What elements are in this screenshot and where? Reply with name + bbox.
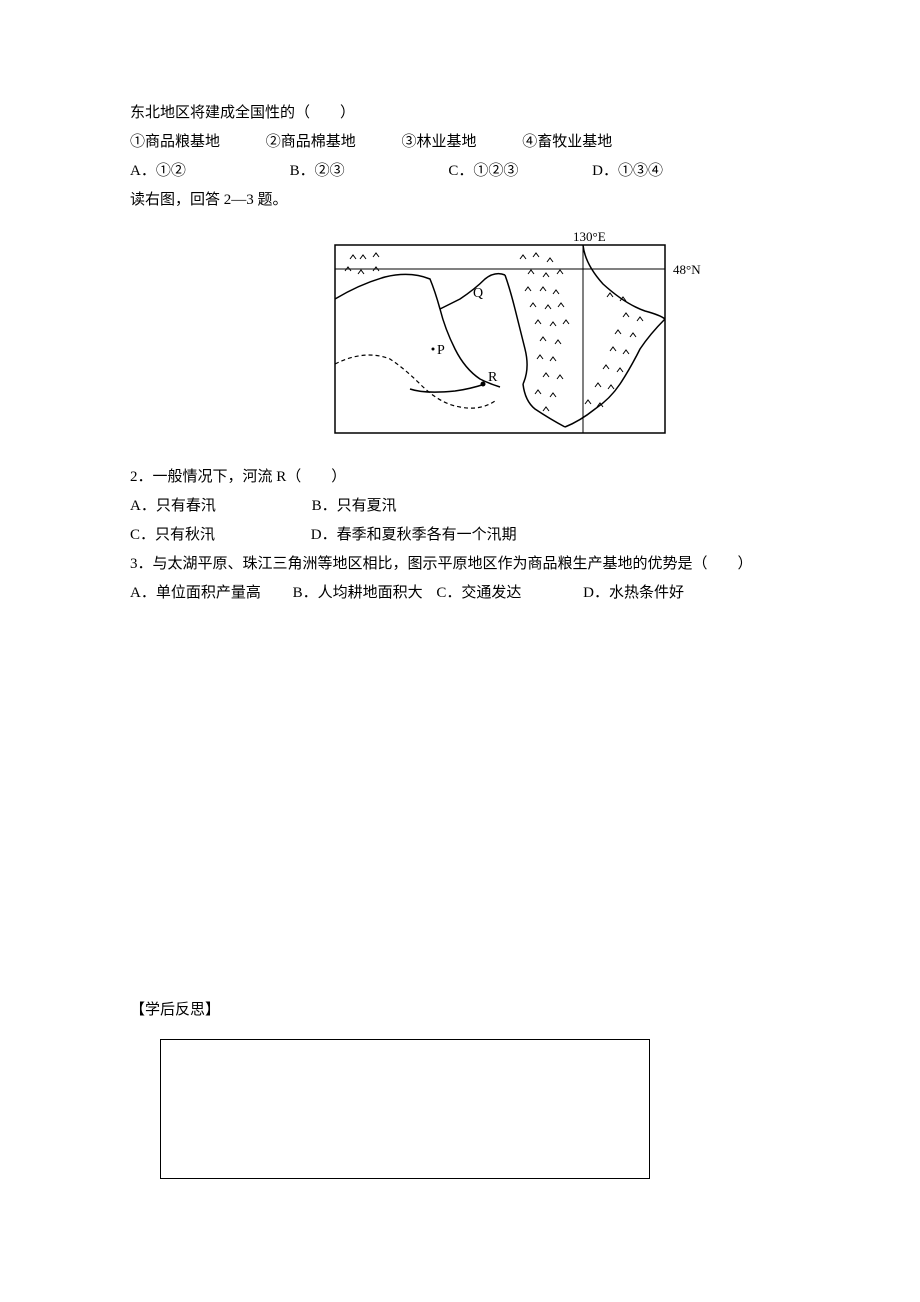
q2-choices-row1: A．只有春汛 B．只有夏汛 xyxy=(130,493,800,520)
q-label: Q xyxy=(473,286,483,301)
map-instruction: 读右图，回答 2—3 题。 xyxy=(130,187,800,214)
q2-choices-row2: C．只有秋汛 D．春季和夏秋季各有一个汛期 xyxy=(130,522,800,549)
reflection-title: 【学后反思】 xyxy=(130,997,800,1024)
q2-choice-d: D．春季和夏秋季各有一个汛期 xyxy=(311,522,517,549)
q1-subopt-4: ④畜牧业基地 xyxy=(522,129,612,156)
q3-choice-d: D．水热条件好 xyxy=(583,580,684,607)
q1-choice-a: A．①② xyxy=(130,158,186,185)
q1-sub-options: ①商品粮基地 ②商品棉基地 ③林业基地 ④畜牧业基地 xyxy=(130,129,800,156)
q2-choice-c: C．只有秋汛 xyxy=(130,522,215,549)
q1-subopt-2: ②商品棉基地 xyxy=(266,129,356,156)
q1-choices: A．①② B．②③ C．①②③ D．①③④ xyxy=(130,158,800,185)
q1-choice-b: B．②③ xyxy=(290,158,345,185)
p-label: P xyxy=(437,343,445,358)
q3-choice-b: B．人均耕地面积大 xyxy=(293,580,423,607)
q3-choice-a: A．单位面积产量高 xyxy=(130,580,261,607)
latitude-label: 48°N xyxy=(673,262,701,277)
q3-choice-c: C．交通发达 xyxy=(436,580,521,607)
q1-subopt-1: ①商品粮基地 xyxy=(130,129,220,156)
q3-choices: A．单位面积产量高 B．人均耕地面积大 C．交通发达 D．水热条件好 xyxy=(130,580,800,607)
q3-stem: 3．与太湖平原、珠江三角洲等地区相比，图示平原地区作为商品粮生产基地的优势是（ … xyxy=(130,551,800,578)
reflection-box xyxy=(160,1039,650,1179)
map-svg: 130°E 48°N xyxy=(325,229,705,439)
q2-stem: 2．一般情况下，河流 R（ ） xyxy=(130,464,800,491)
longitude-label: 130°E xyxy=(573,229,606,244)
q1-stem: 东北地区将建成全国性的（ ） xyxy=(130,100,800,127)
q1-subopt-3: ③林业基地 xyxy=(402,129,477,156)
q2-choice-b: B．只有夏汛 xyxy=(312,493,397,520)
q2-choice-a: A．只有春汛 xyxy=(130,493,216,520)
r-label: R xyxy=(488,370,498,385)
map-figure: 130°E 48°N xyxy=(130,229,800,449)
q1-choice-c: C．①②③ xyxy=(448,158,518,185)
q1-choice-d: D．①③④ xyxy=(592,158,663,185)
